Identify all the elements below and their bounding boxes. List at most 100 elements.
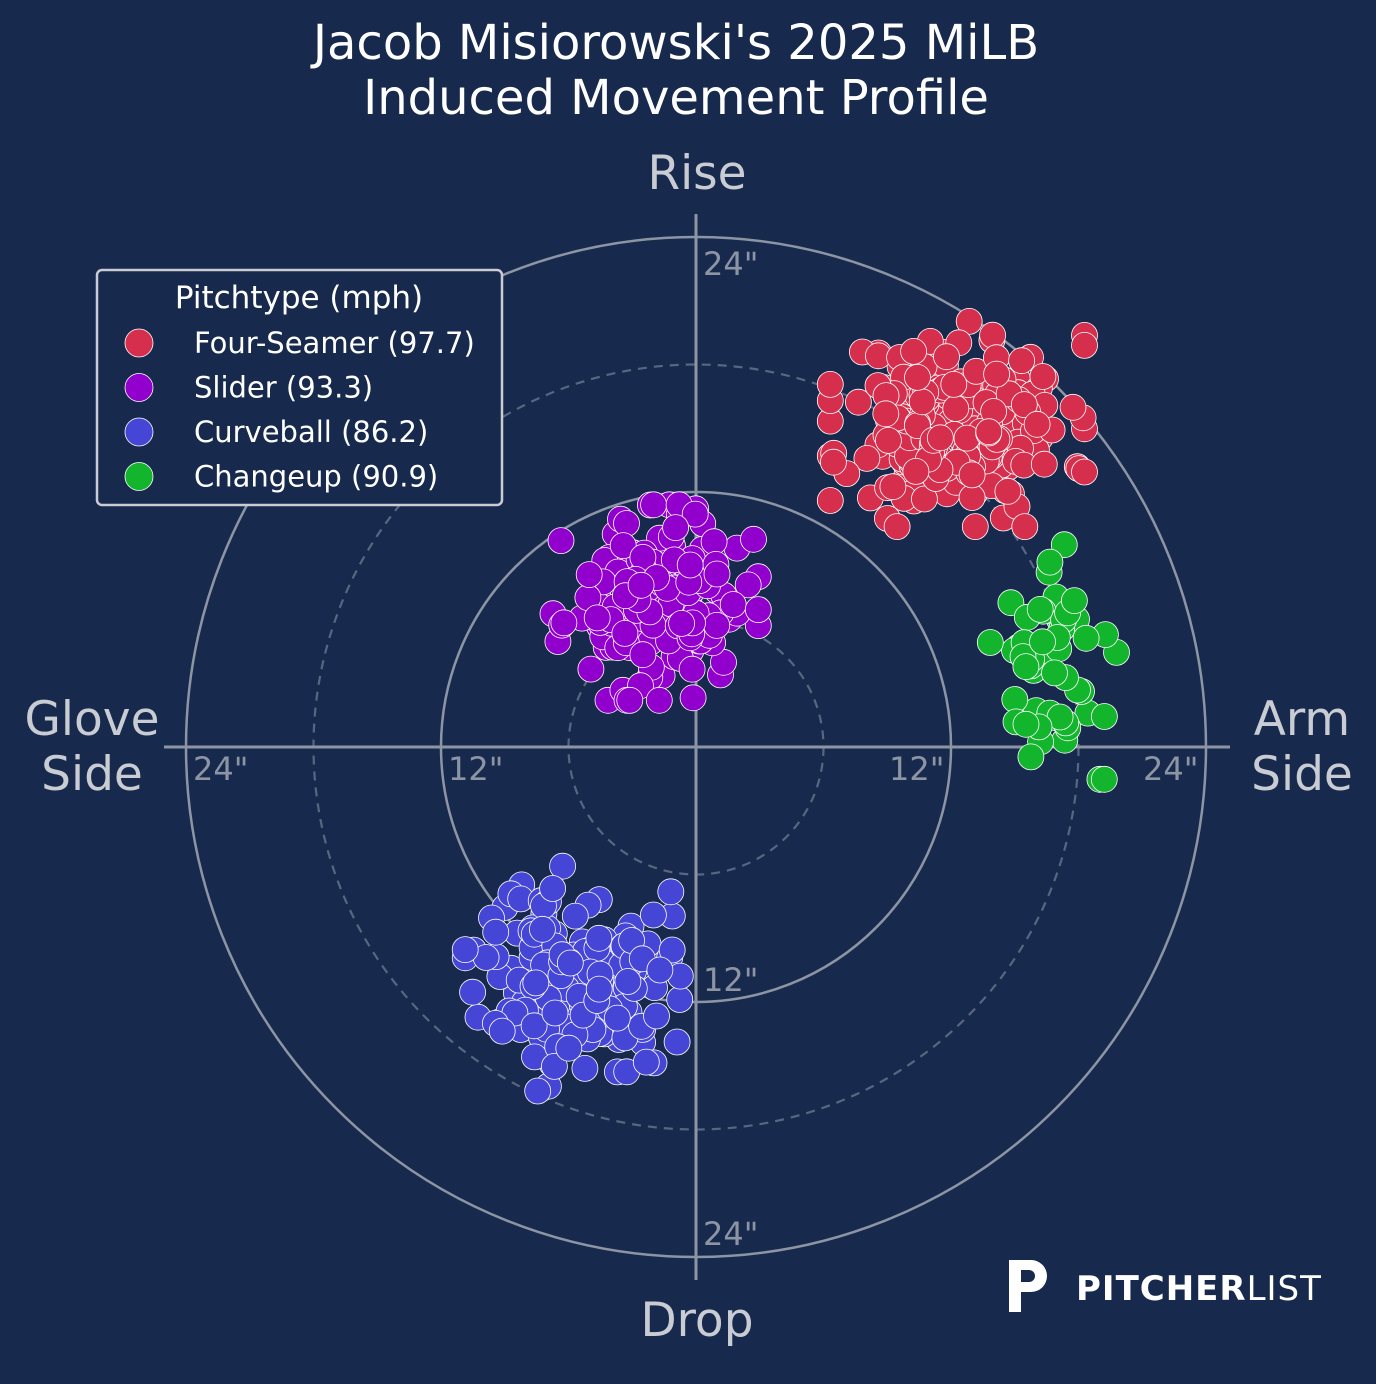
- pitch-point: [541, 999, 569, 1027]
- ring-label-top-24: 24": [703, 245, 758, 283]
- legend-label: Four-Seamer (97.7): [194, 326, 475, 360]
- pitch-point: [958, 484, 986, 511]
- pitch-point: [1030, 450, 1058, 478]
- legend-marker: [124, 373, 154, 402]
- pitch-point: [958, 461, 986, 489]
- pitch-point: [561, 902, 589, 930]
- pitch-point: [853, 444, 881, 472]
- series-1: [539, 491, 772, 714]
- pitch-point: [883, 513, 911, 540]
- pitch-point: [940, 370, 968, 398]
- direction-label-glove-2: Side: [41, 747, 143, 802]
- ring-label-bottom-12: 12": [703, 961, 758, 999]
- pitch-point: [555, 1034, 583, 1062]
- pitch-point: [975, 418, 1003, 446]
- pitch-point: [539, 875, 566, 902]
- pitch-point: [603, 1004, 631, 1032]
- pitch-point: [872, 400, 900, 428]
- pitch-point: [734, 571, 762, 599]
- chart-subtitle: Induced Movement Profile: [363, 70, 989, 126]
- pitch-point: [646, 956, 674, 984]
- pitch-point: [1061, 587, 1088, 614]
- pitch-point: [1010, 391, 1038, 419]
- pitch-point: [451, 936, 479, 963]
- pitch-point: [1041, 659, 1068, 687]
- pitch-point: [632, 1048, 660, 1076]
- direction-labels: Rise Drop Glove Side Arm Side: [25, 146, 1353, 1348]
- pitch-point: [926, 424, 954, 452]
- legend-marker: [124, 328, 154, 358]
- legend-box: [95, 268, 504, 507]
- pitch-point: [488, 1017, 516, 1045]
- pitch-point: [482, 918, 510, 946]
- pitch-point: [1017, 743, 1045, 771]
- pitch-point: [1023, 410, 1051, 438]
- pitch-point: [908, 388, 936, 416]
- brand-wordmark: PITCHERLIST: [1076, 1269, 1322, 1309]
- pitch-point: [976, 629, 1004, 656]
- pitch-point: [904, 363, 931, 391]
- pitch-point: [1029, 628, 1056, 656]
- pitch-point: [1071, 331, 1098, 359]
- pitch-point: [700, 528, 728, 556]
- pitch-point: [983, 360, 1010, 388]
- pitch-point: [459, 978, 487, 1006]
- pitch-point: [678, 655, 706, 683]
- pitch-point: [933, 343, 960, 371]
- pitch-point: [609, 532, 637, 559]
- pitch-point: [676, 551, 704, 579]
- pitch-point: [583, 604, 611, 632]
- pitch-point: [657, 878, 685, 906]
- brand-thin: LIST: [1247, 1269, 1322, 1309]
- pitch-point: [611, 620, 639, 647]
- pitch-point: [585, 975, 613, 1003]
- pitch-point: [681, 500, 709, 528]
- pitch-point: [550, 609, 578, 637]
- pitch-point: [1026, 596, 1054, 623]
- pitch-point: [1091, 703, 1118, 730]
- pitch-point: [616, 686, 644, 714]
- pitch-point: [1012, 653, 1040, 680]
- legend-marker: [124, 462, 154, 491]
- brand-bold: PITCHER: [1076, 1269, 1247, 1309]
- pitch-point: [994, 477, 1022, 505]
- ring-labels: 24" 12" 12" 24" 24" 12" 24": [193, 245, 1198, 1253]
- pitch-point: [1059, 393, 1087, 421]
- legend-title: Pitchtype (mph): [175, 280, 423, 316]
- pitch-point: [658, 936, 686, 964]
- chart-title: Jacob Misiorowski's 2025 MiLB: [310, 15, 1039, 71]
- pitch-point: [703, 612, 731, 639]
- pitch-point: [979, 321, 1006, 349]
- direction-label-arm-2: Side: [1251, 747, 1353, 802]
- pitch-point: [1011, 513, 1039, 540]
- direction-label-drop: Drop: [640, 1293, 753, 1348]
- legend-label: Changeup (90.9): [194, 460, 438, 494]
- pitch-point: [520, 1012, 548, 1040]
- pitch-point: [577, 655, 605, 683]
- pitch-point: [640, 491, 667, 519]
- pitch-point: [942, 395, 970, 422]
- legend-marker: [124, 417, 154, 447]
- pitch-point: [663, 1028, 691, 1056]
- pitch-point: [668, 610, 695, 637]
- pitch-point: [627, 571, 655, 599]
- pitch-point: [1071, 458, 1098, 486]
- pitch-points: [451, 307, 1130, 1105]
- pitch-point: [911, 485, 938, 513]
- direction-label-arm-1: Arm: [1254, 692, 1350, 747]
- pitch-point: [1008, 347, 1035, 375]
- pitch-point: [613, 510, 640, 537]
- pitch-point: [879, 473, 907, 501]
- pitch-point: [740, 525, 767, 553]
- pitch-point: [1050, 531, 1078, 559]
- pitch-point: [571, 1055, 599, 1082]
- pitch-point: [629, 641, 657, 669]
- pitch-point: [640, 901, 667, 929]
- pitch-point: [556, 949, 584, 977]
- direction-label-rise: Rise: [647, 146, 746, 201]
- ring-label-bottom-24: 24": [703, 1215, 758, 1253]
- pitch-point: [875, 426, 902, 454]
- pitch-point: [529, 915, 556, 943]
- ring-label-left-12: 12": [448, 750, 503, 788]
